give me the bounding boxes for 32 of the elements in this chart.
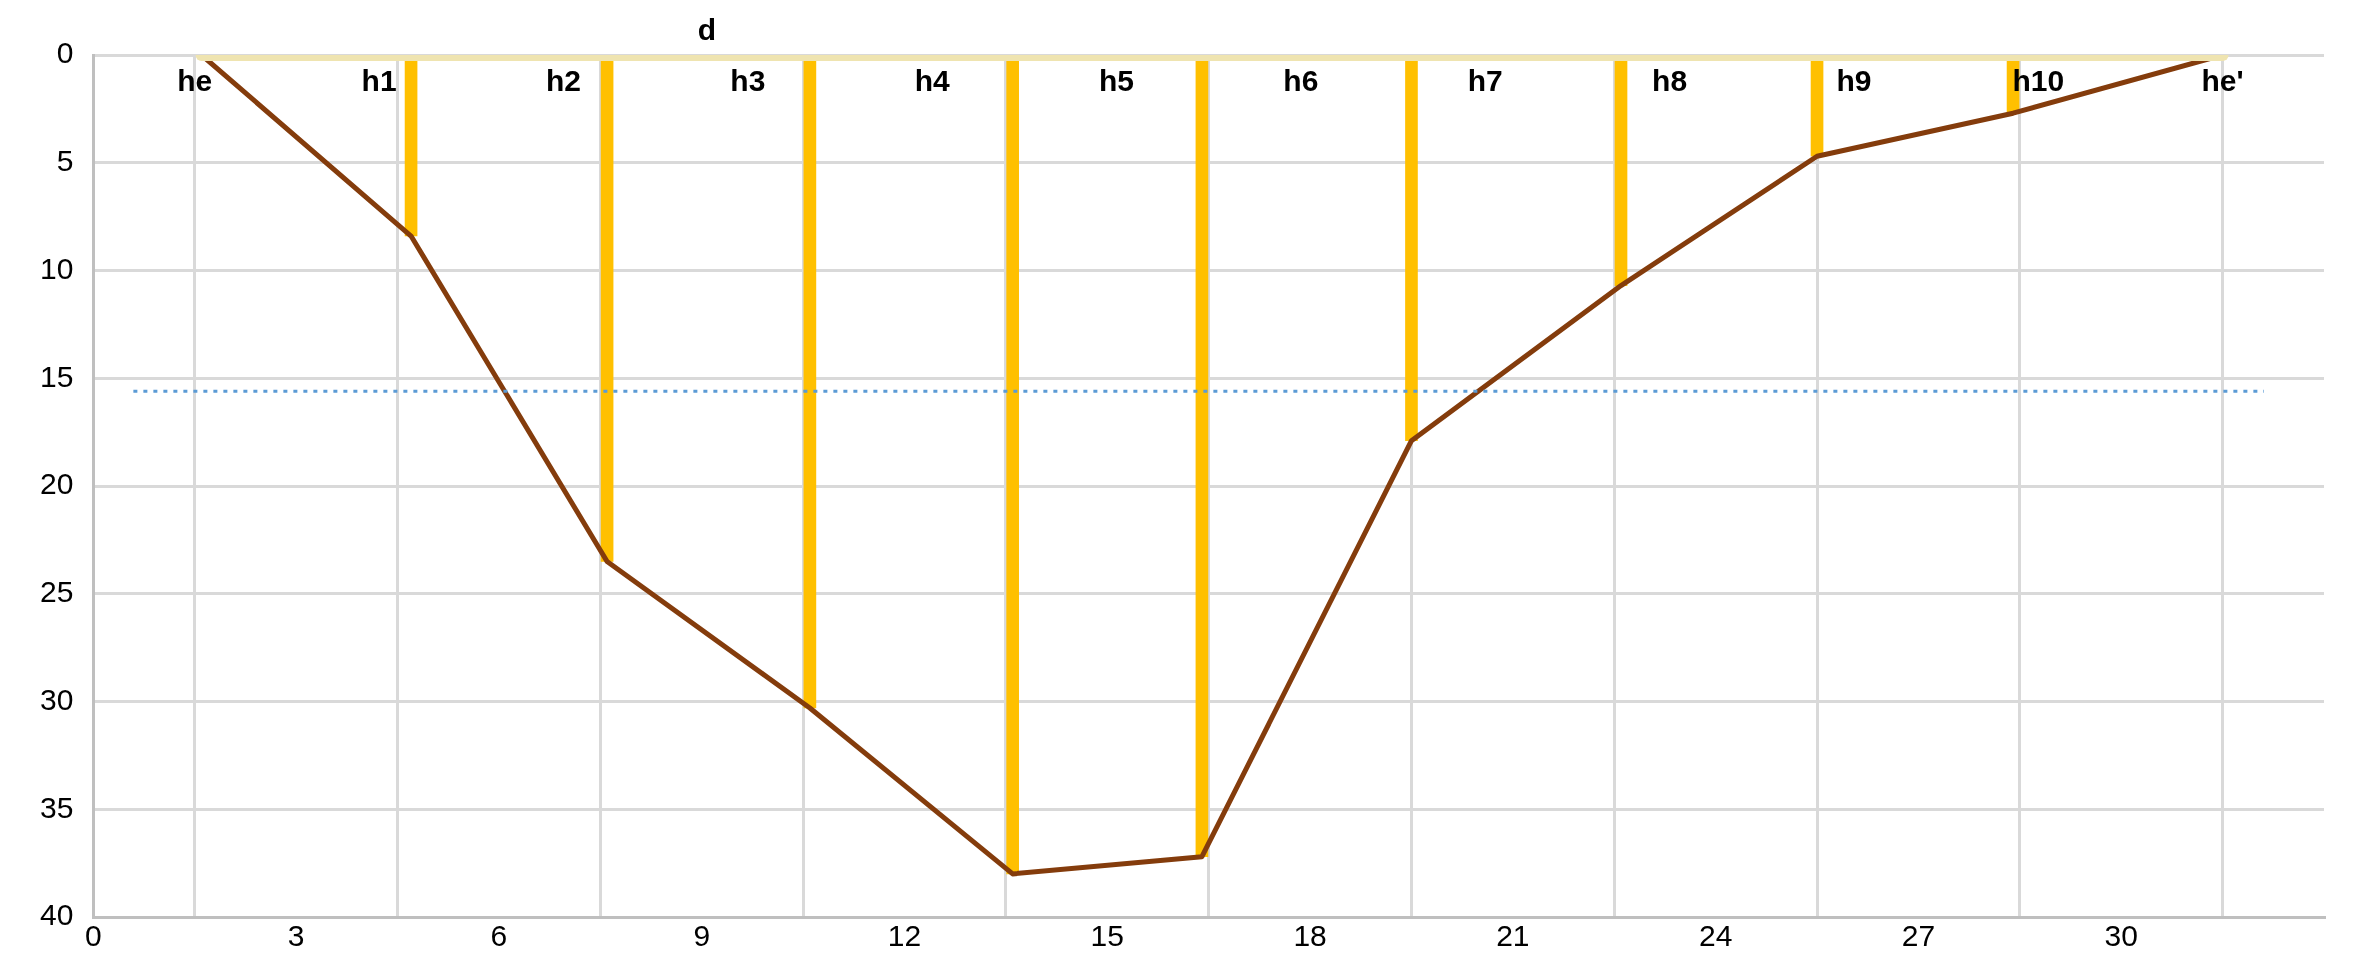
x-tick-label: 30 [2104, 919, 2138, 953]
annotation: he [177, 64, 213, 98]
annotation: h9 [1836, 64, 1872, 98]
series-label: d [697, 13, 716, 47]
y-tick-label: 10 [39, 251, 74, 285]
x-tick-label: 27 [1901, 919, 1936, 953]
x-tick-label: 24 [1698, 919, 1733, 953]
x-tick-label: 21 [1496, 919, 1530, 953]
y-tick-label: 0 [56, 36, 74, 70]
y-tick-label: 15 [39, 359, 74, 393]
annotation: h4 [914, 64, 950, 98]
x-tick-label: 12 [887, 919, 922, 953]
y-tick-label: 5 [56, 144, 74, 178]
x-tick-label: 0 [85, 919, 102, 953]
annotation: h5 [1099, 64, 1135, 98]
x-tick-label: 9 [693, 919, 711, 953]
annotation: h2 [545, 64, 581, 98]
annotation: h7 [1467, 64, 1503, 98]
y-tick-label: 40 [39, 898, 74, 932]
x-tick-label: 6 [490, 919, 508, 953]
x-tick-label: 18 [1293, 919, 1327, 953]
y-tick-label: 20 [39, 467, 74, 501]
annotation: he' [2201, 64, 2244, 98]
x-tick-label: 15 [1090, 919, 1124, 953]
y-tick-label: 25 [39, 575, 74, 609]
annotation: h8 [1652, 64, 1688, 98]
annotation: h1 [361, 64, 397, 98]
annotation: h6 [1283, 64, 1319, 98]
y-tick-label: 30 [39, 682, 74, 716]
annotation: h3 [730, 64, 766, 98]
y-tick-label: 35 [39, 790, 74, 824]
x-tick-label: 3 [287, 919, 305, 953]
